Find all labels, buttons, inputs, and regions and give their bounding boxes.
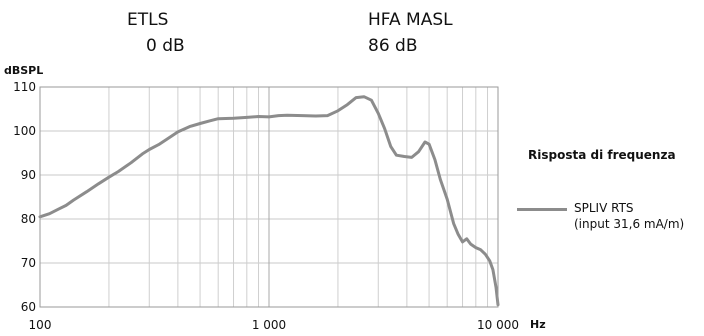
legend-swatch [517, 208, 567, 211]
x-tick-label: 100 [29, 318, 52, 332]
series-line-spliv-rts [38, 95, 500, 307]
etls-value: 0 dB [146, 36, 185, 56]
x-tick-label: 1 000 [252, 318, 286, 332]
x-tick-label: 10 000 [477, 318, 519, 332]
y-axis-label: dBSPL [4, 64, 44, 77]
y-tick-labels: 60 70 80 90 100 110 [13, 80, 36, 314]
y-tick-label: 80 [21, 212, 36, 226]
legend-series-name: SPLIV RTS [574, 201, 634, 215]
y-tick-label: 100 [13, 124, 36, 138]
legend-title: Risposta di frequenza [528, 148, 676, 162]
etls-label: ETLS [127, 10, 169, 30]
x-axis-label: Hz [530, 318, 546, 331]
y-tick-label: 90 [21, 168, 36, 182]
y-tick-label: 60 [21, 300, 36, 314]
plot-frame [39, 86, 499, 308]
y-tick-label: 110 [13, 80, 36, 94]
legend-series-subtitle: (input 31,6 mA/m) [574, 217, 685, 231]
series-layer [38, 95, 500, 307]
x-tick-labels: 100 1 000 10 000 [29, 318, 519, 332]
y-tick-label: 70 [21, 256, 36, 270]
grid [39, 86, 499, 308]
hfa-masl-value: 86 dB [368, 36, 418, 56]
hfa-masl-label: HFA MASL [368, 10, 453, 30]
